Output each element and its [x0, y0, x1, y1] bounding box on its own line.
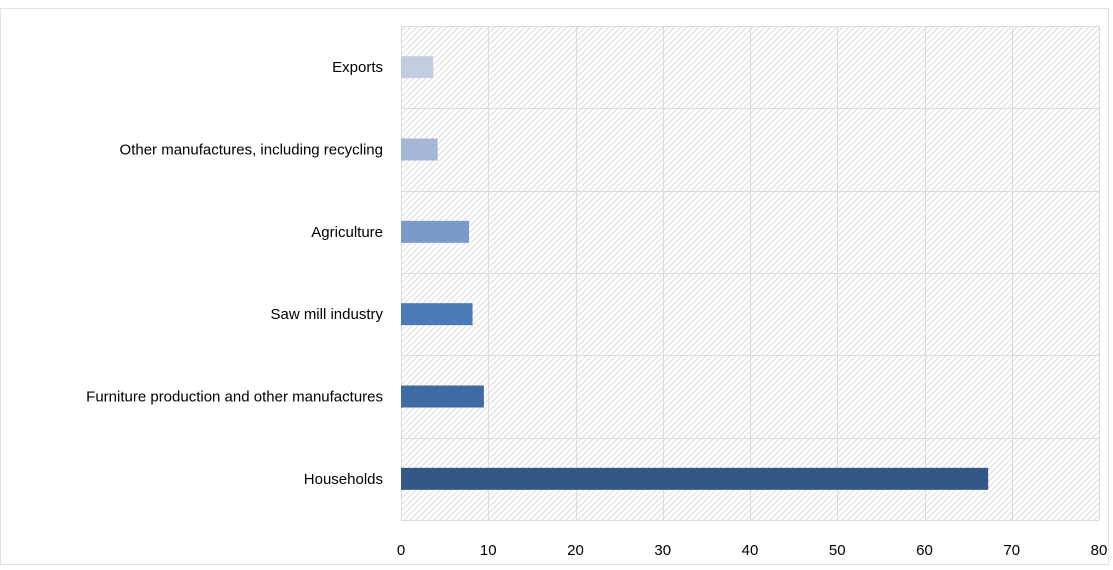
bar-2: [401, 220, 470, 243]
bar-1: [401, 138, 438, 161]
bars: [401, 56, 989, 490]
bar-0: [401, 56, 434, 79]
x-tick-label-4: 40: [742, 542, 759, 559]
category-labels: Exports Other manufactures, including rec…: [86, 59, 383, 488]
x-tick-label-5: 50: [829, 542, 846, 559]
x-tick-label-0: 0: [397, 542, 405, 559]
x-tick-label-6: 60: [916, 542, 933, 559]
bar-4: [401, 385, 484, 408]
category-label-1: Other manufactures, including recycling: [120, 142, 383, 159]
x-axis-tick-labels: 0 10 20 30 40 50 60 70 80: [397, 542, 1108, 559]
x-tick-label-8: 80: [1091, 542, 1108, 559]
x-tick-label-7: 70: [1003, 542, 1020, 559]
x-tick-label-2: 20: [567, 542, 584, 559]
category-label-3: Saw mill industry: [270, 306, 383, 323]
bar-5: [401, 467, 989, 490]
category-label-5: Households: [304, 471, 383, 488]
category-label-2: Agriculture: [311, 224, 383, 241]
x-tick-label-1: 10: [480, 542, 497, 559]
bar-3: [401, 303, 473, 326]
grid-lines: [401, 26, 1100, 521]
category-label-0: Exports: [332, 59, 383, 76]
category-label-4: Furniture production and other manufactu…: [86, 389, 383, 406]
x-tick-label-3: 30: [654, 542, 671, 559]
